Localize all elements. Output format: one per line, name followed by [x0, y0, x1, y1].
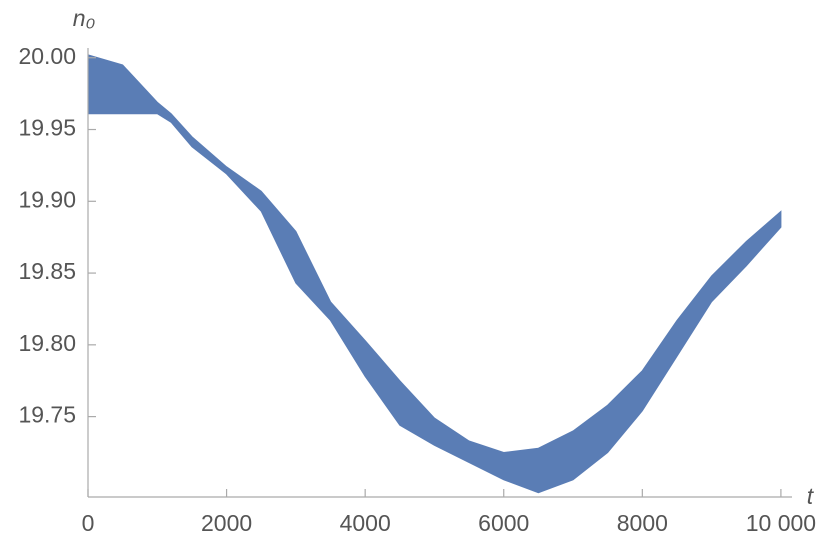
- y-tick-label: 19.75: [18, 402, 76, 428]
- y-axis-label: n₀: [73, 5, 96, 31]
- x-tick-label: 2000: [201, 510, 252, 536]
- y-tick-label: 19.90: [18, 186, 76, 212]
- x-tick-label: 0: [82, 510, 95, 536]
- y-tick-label: 20.00: [18, 43, 76, 69]
- x-axis-label: t: [807, 483, 815, 509]
- x-tick-label: 4000: [340, 510, 391, 536]
- x-tick-label: 10 000: [746, 510, 816, 536]
- x-tick-label: 6000: [478, 510, 529, 536]
- band-area: [87, 54, 782, 494]
- x-tick-label: 8000: [617, 510, 668, 536]
- y-tick-label: 19.95: [18, 115, 76, 141]
- y-tick-label: 19.85: [18, 258, 76, 284]
- y-tick-label: 19.80: [18, 330, 76, 356]
